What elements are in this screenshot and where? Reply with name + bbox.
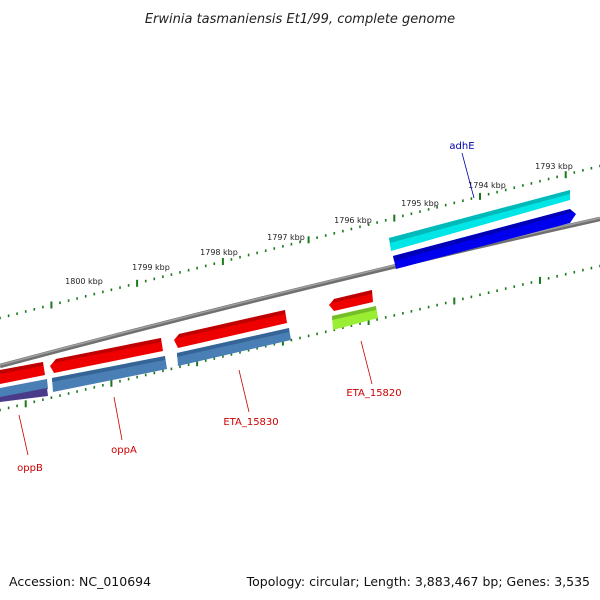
gene-label-adhe[interactable]: adhE bbox=[449, 141, 474, 152]
map-title: Erwinia tasmaniensis Et1/99, complete ge… bbox=[145, 12, 455, 27]
adhE-feature-inner-shade bbox=[393, 209, 573, 261]
tick-label-1795kbp: 1795 kbp bbox=[401, 199, 439, 208]
eta15830-leader bbox=[238, 369, 250, 413]
gene-labels: oppB oppA ETA_15830 ETA_15820 adhE bbox=[17, 141, 474, 474]
features bbox=[0, 190, 576, 402]
tick-label-1799kbp: 1799 kbp bbox=[132, 263, 170, 272]
inner-tick-ring bbox=[0, 264, 600, 412]
adhE-feature-inner[interactable] bbox=[393, 209, 576, 269]
gene-label-oppa[interactable]: oppA bbox=[111, 445, 137, 456]
tick-label-1793kbp: 1793 kbp bbox=[535, 162, 573, 171]
oppa-leader bbox=[113, 396, 123, 441]
small-red-feature-shade bbox=[332, 290, 372, 303]
eta15820-leader bbox=[360, 340, 373, 385]
oppb-leader bbox=[18, 414, 29, 456]
genome-backbone bbox=[0, 216, 600, 369]
oppa-blue-feature-shade bbox=[52, 356, 165, 382]
oppb-blue-feature[interactable] bbox=[0, 379, 48, 398]
outer-tick-ring bbox=[0, 164, 600, 320]
oppa-red-feature-shade bbox=[53, 338, 161, 363]
eta15830-red-feature-shade bbox=[177, 310, 285, 338]
small-green-feature-shade bbox=[332, 306, 376, 320]
eta15830-blue-feature-shade bbox=[177, 328, 289, 357]
adhe-leader bbox=[461, 152, 475, 199]
gene-label-oppb[interactable]: oppB bbox=[17, 463, 43, 474]
gene-label-eta15830[interactable]: ETA_15830 bbox=[223, 417, 278, 428]
gene-label-eta15820[interactable]: ETA_15820 bbox=[346, 388, 401, 399]
adhE-feature-outer-shade bbox=[389, 190, 570, 243]
tick-label-1796kbp: 1796 kbp bbox=[334, 216, 372, 225]
oppb-red-feature-shade bbox=[0, 362, 43, 374]
label-leaders bbox=[18, 152, 475, 456]
oppb-purple-feature[interactable] bbox=[0, 388, 48, 402]
tick-label-1800kbp: 1800 kbp bbox=[65, 277, 103, 286]
tick-label-1794kbp: 1794 kbp bbox=[468, 181, 506, 190]
accession-text: Accession: NC_010694 bbox=[9, 574, 152, 589]
tick-label-1797kbp: 1797 kbp bbox=[267, 233, 305, 242]
tick-label-1798kbp: 1798 kbp bbox=[200, 248, 238, 257]
tick-labels: 1800 kbp 1799 kbp 1798 kbp 1797 kbp 1796… bbox=[65, 162, 573, 286]
genome-summary-text: Topology: circular; Length: 3,883,467 bp… bbox=[246, 574, 590, 589]
